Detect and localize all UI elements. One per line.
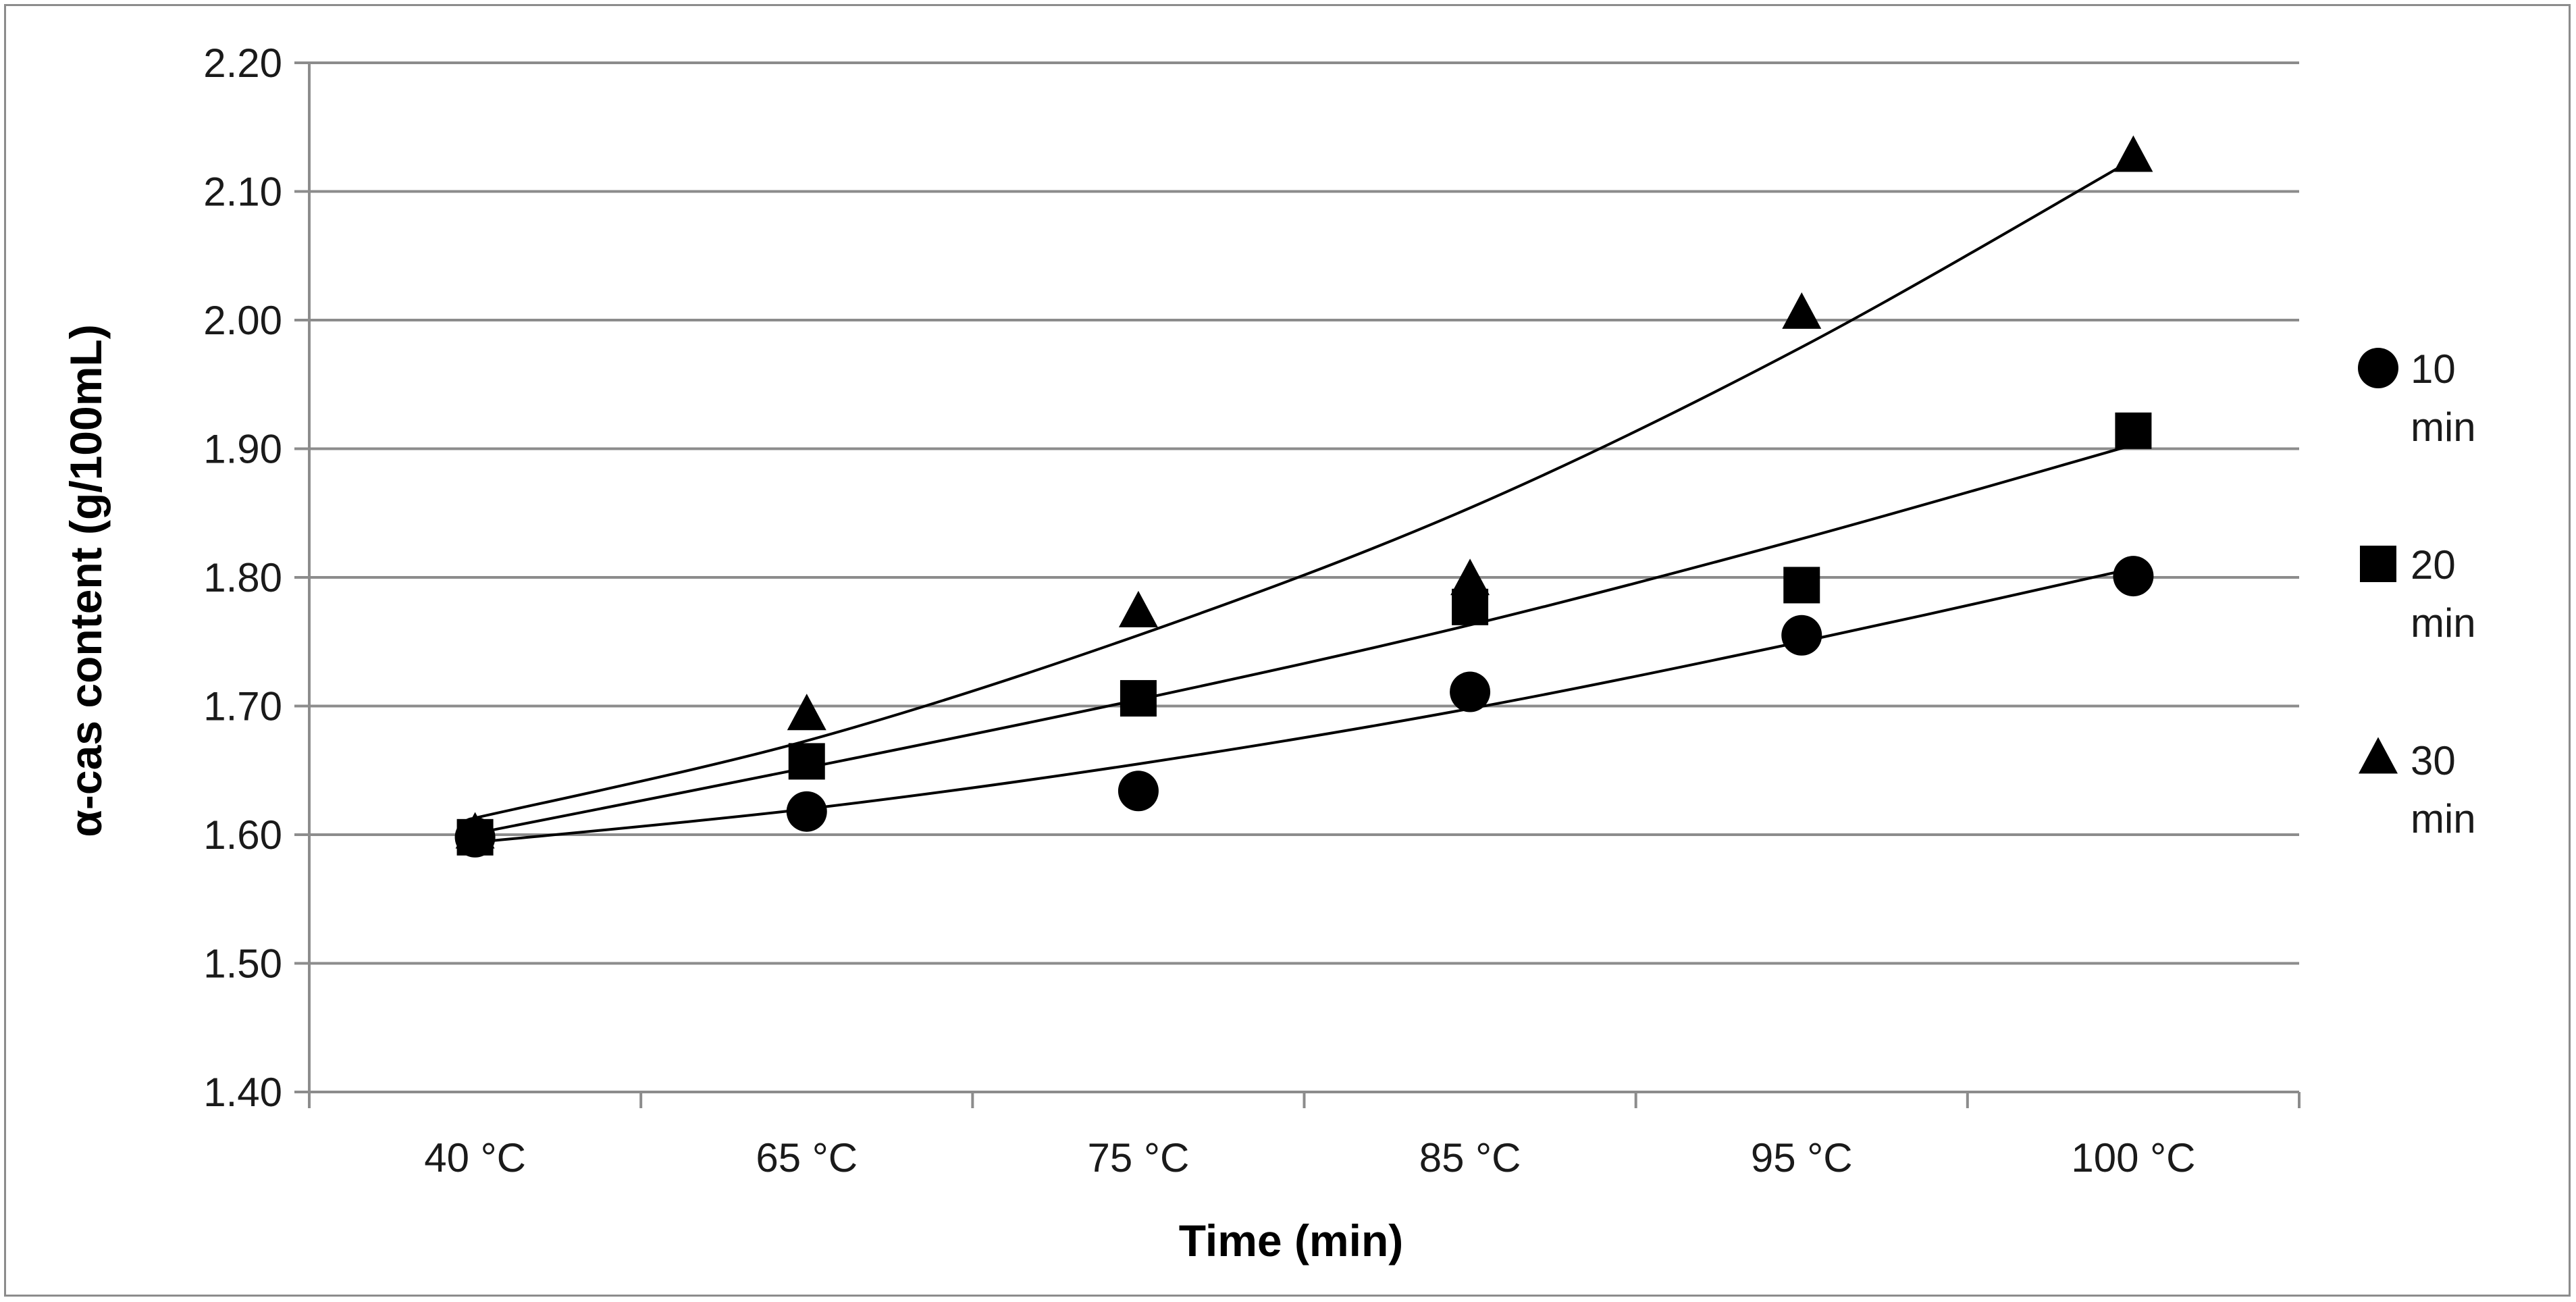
legend-label: 30 xyxy=(2411,738,2456,783)
trendline-circle xyxy=(475,567,2134,844)
x-tick-label: 100 °C xyxy=(2071,1135,2195,1180)
point-triangle xyxy=(2113,135,2153,172)
point-triangle xyxy=(1782,292,1822,329)
legend-label: 20 xyxy=(2411,542,2456,588)
x-tick-label: 65 °C xyxy=(756,1135,858,1180)
y-axis-title: α-cas content (g/100mL) xyxy=(61,324,111,837)
chart-frame xyxy=(4,4,2571,1297)
trendlines xyxy=(475,158,2134,844)
point-square xyxy=(1120,680,1157,717)
point-circle xyxy=(1450,671,1491,712)
point-triangle xyxy=(455,812,495,849)
point-triangle xyxy=(1450,558,1490,596)
point-square xyxy=(1783,567,1820,604)
legend-marker-triangle xyxy=(2359,737,2398,774)
x-tick-label: 85 °C xyxy=(1419,1135,1521,1180)
legend-label: min xyxy=(2411,600,2476,646)
point-square xyxy=(2115,412,2152,449)
trendline-square xyxy=(475,443,2134,835)
y-tick-label: 2.00 xyxy=(203,298,282,343)
y-tick-label: 1.80 xyxy=(203,555,282,600)
y-tick-labels: 1.40 1.50 1.60 1.70 1.80 1.90 2.00 2.10 2.20 xyxy=(203,41,282,1115)
point-triangle xyxy=(787,694,826,731)
legend: 10 min 20 min 30 min xyxy=(2358,346,2476,841)
legend-label: min xyxy=(2411,796,2476,841)
point-square xyxy=(788,743,825,780)
axes xyxy=(308,63,2301,1108)
y-tick-label: 1.90 xyxy=(203,427,282,472)
point-circle xyxy=(1781,615,1822,656)
y-tick-label: 1.60 xyxy=(203,812,282,858)
y-tick-label: 1.70 xyxy=(203,684,282,729)
x-tick-label: 75 °C xyxy=(1088,1135,1190,1180)
point-circle xyxy=(1118,771,1159,812)
x-tick-label: 40 °C xyxy=(424,1135,526,1180)
y-tick-label: 2.20 xyxy=(203,41,282,86)
point-circle xyxy=(2113,556,2154,597)
data-points xyxy=(454,135,2154,858)
y-tick-label: 2.10 xyxy=(203,170,282,215)
legend-marker-square xyxy=(2360,546,2396,582)
legend-label: 10 xyxy=(2411,346,2456,392)
x-tick-labels: 40 °C 65 °C 75 °C 85 °C 95 °C 100 °C xyxy=(424,1135,2195,1180)
legend-label: min xyxy=(2411,405,2476,450)
point-triangle xyxy=(1118,590,1158,627)
legend-marker-circle xyxy=(2358,348,2398,388)
x-axis-title: Time (min) xyxy=(1179,1216,1403,1266)
y-tick-label: 1.40 xyxy=(203,1070,282,1115)
point-circle xyxy=(786,791,827,832)
y-tick-label: 1.50 xyxy=(203,941,282,987)
x-tick-label: 95 °C xyxy=(1751,1135,1853,1180)
trendline-triangle xyxy=(475,158,2134,820)
